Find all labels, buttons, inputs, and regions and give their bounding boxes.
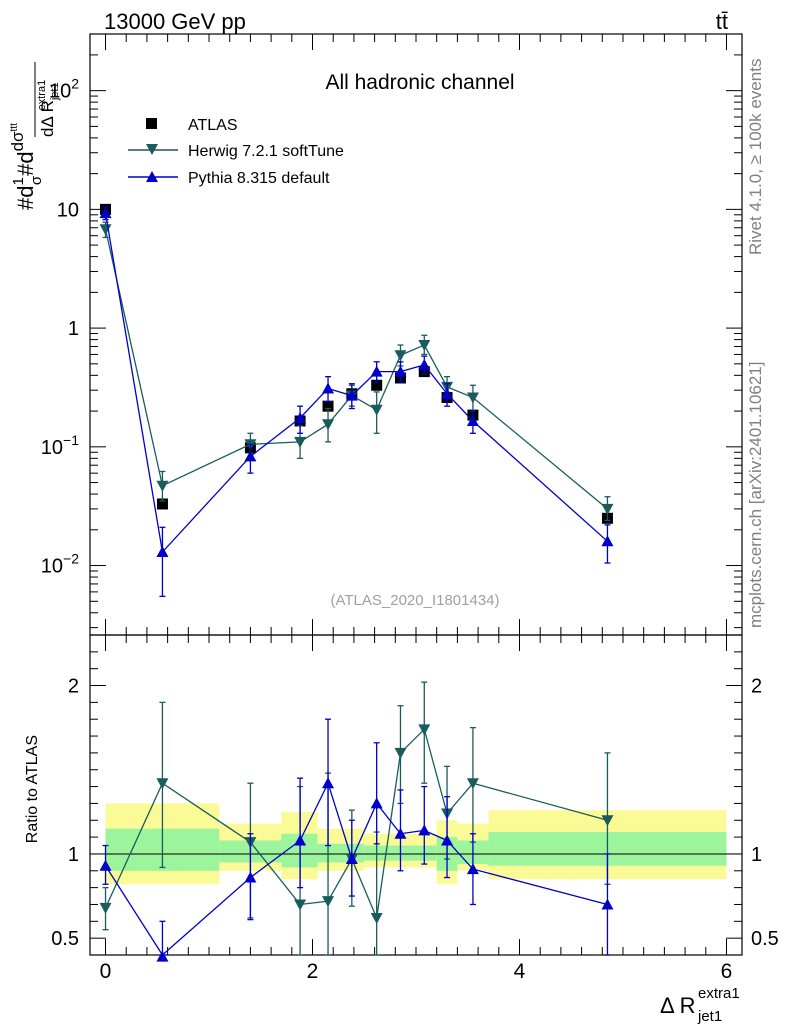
top-point-pythia — [441, 387, 454, 399]
svg-text:extra1: extra1 — [698, 985, 740, 1002]
ratio-point-herwig — [370, 912, 383, 924]
top-y-tick-label-2: 1 — [68, 318, 79, 340]
ratio-point-herwig — [99, 902, 112, 914]
ratio-y-tick-label-right-2: 2 — [751, 676, 762, 698]
top-line-pythia — [104, 213, 608, 554]
legend-label-herwig: Herwig 7.2.1 softTune — [188, 143, 344, 160]
top-point-herwig — [418, 340, 431, 352]
ratio-point-pythia — [345, 853, 358, 864]
chart-title: All hadronic channel — [325, 71, 514, 94]
top-y-tick-label-4: 102 — [49, 76, 79, 103]
top-y-tick-label-0: 10−2 — [41, 551, 79, 578]
ratio-series-pythia — [99, 718, 614, 962]
ratio-point-herwig — [601, 815, 614, 827]
ratio-y-axis-label: Ratio to ATLAS — [24, 735, 41, 843]
ratio-y-tick-label-left-0: 0.5 — [51, 928, 79, 950]
top-point-pythia — [156, 546, 169, 558]
top-point-pythia — [370, 365, 383, 377]
ratio-point-pythia — [370, 797, 383, 809]
top-point-atlas — [322, 400, 334, 412]
top-y-tick-label-3: 10 — [57, 199, 79, 221]
ratio-y-tick-label-left-1: 1 — [68, 844, 79, 866]
ratio-point-herwig — [394, 747, 407, 759]
ratio-line-herwig — [104, 728, 608, 921]
legend-marker-pythia — [146, 171, 158, 182]
ratio-point-pythia — [394, 827, 407, 839]
top-series-herwig — [99, 221, 614, 522]
legend: ATLAS Herwig 7.2.1 softTune Pythia 8.315… — [128, 117, 344, 187]
top-series-atlas — [100, 203, 613, 524]
legend-marker-herwig — [146, 144, 158, 155]
top-y-axis-label: #d1σ#ddσttt dΔ Rjet1extra1 — [8, 62, 61, 210]
svg-text:jet1: jet1 — [697, 1008, 722, 1024]
ratio-point-pythia — [466, 863, 479, 875]
legend-label-atlas: ATLAS — [188, 117, 238, 134]
ratio-point-pythia — [294, 834, 307, 846]
ratio-y-tick-label-right-0: 0.5 — [751, 928, 779, 950]
ratio-point-pythia — [244, 871, 257, 883]
x-tick-label-1: 2 — [307, 960, 319, 983]
top-point-herwig — [99, 224, 112, 236]
top-point-pythia — [322, 382, 335, 394]
data-series — [99, 203, 614, 962]
top-point-pythia — [244, 450, 257, 462]
ratio-point-pythia — [99, 859, 112, 871]
ratio-point-pythia — [441, 834, 454, 846]
ratio-point-herwig — [294, 899, 307, 911]
legend-marker-atlas — [146, 118, 157, 129]
top-point-herwig — [370, 404, 383, 416]
top-line-herwig — [104, 229, 608, 510]
svg-text:#d1σ#ddσttt: #d1σ#ddσttt — [8, 123, 45, 210]
analysis-label: (ATLAS_2020_I1801434) — [330, 592, 499, 609]
axis-ticks: 0 2 4 6 10−2 10−1 1 10 102 0.5 0.5 1 1 2 2 — [41, 33, 779, 983]
ratio-point-pythia — [601, 898, 614, 910]
top-point-atlas — [156, 498, 168, 510]
x-tick-label-0: 0 — [100, 960, 112, 983]
ratio-y-tick-label-left-2: 2 — [68, 676, 79, 698]
top-point-pythia — [418, 358, 431, 370]
top-point-pythia — [294, 411, 307, 423]
x-tick-label-3: 6 — [721, 960, 733, 983]
x-tick-label-2: 4 — [514, 960, 526, 983]
rivet-version-label: Rivet 4.1.0, ≥ 100k events — [746, 59, 765, 255]
top-point-atlas — [371, 379, 383, 391]
process-label: tt̄ — [716, 9, 728, 34]
top-series-pythia — [99, 206, 614, 598]
x-axis-label: Δ R jet1 extra1 — [660, 985, 740, 1024]
top-point-herwig — [322, 419, 335, 431]
top-point-pythia — [394, 365, 407, 377]
svg-text:Δ R: Δ R — [660, 993, 695, 1018]
svg-text:dΔ Rjet1extra1: dΔ Rjet1extra1 — [36, 80, 61, 137]
top-point-pythia — [345, 389, 358, 401]
top-point-herwig — [156, 480, 169, 492]
ratio-point-herwig — [156, 778, 169, 790]
top-point-pythia — [99, 207, 112, 219]
top-point-herwig — [294, 436, 307, 448]
ratio-uncertainty-bands — [90, 803, 742, 885]
ratio-point-herwig — [322, 896, 335, 908]
ratio-panel-frame — [89, 634, 743, 956]
ratio-y-tick-label-right-1: 1 — [751, 844, 762, 866]
ratio-point-herwig — [466, 778, 479, 790]
ratio-point-pythia — [322, 777, 335, 789]
top-point-pythia — [466, 414, 479, 426]
top-point-herwig — [466, 392, 479, 404]
mcplots-label: mcplots.cern.ch [arXiv:2401.10621] — [746, 362, 765, 628]
top-y-tick-label-1: 10−1 — [41, 432, 79, 459]
ratio-point-herwig — [418, 724, 431, 736]
ratio-point-pythia — [156, 950, 169, 962]
top-point-herwig — [601, 503, 614, 515]
top-point-pythia — [601, 535, 614, 547]
ratio-point-pythia — [418, 824, 431, 836]
top-point-herwig — [394, 350, 407, 362]
energy-label: 13000 GeV pp — [104, 9, 246, 34]
legend-label-pythia: Pythia 8.315 default — [188, 170, 330, 187]
